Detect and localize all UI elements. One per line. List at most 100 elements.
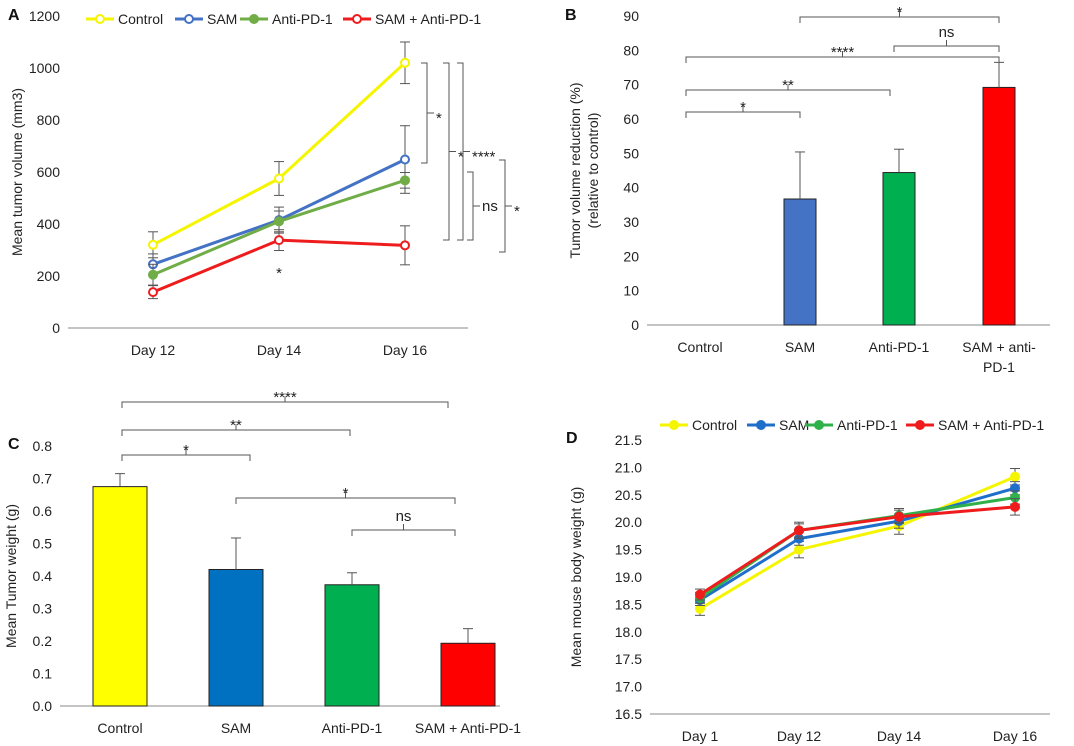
data-point [400,240,410,251]
data-point [148,239,158,250]
legend-marker [184,14,194,24]
legend-item: SAM [747,417,809,433]
x-tick-label: Day 16 [993,728,1038,744]
data-point [400,154,410,165]
series-line [699,496,1016,600]
chart-c-tumor-weight: 0.0 0.1 0.2 0.3 0.4 0.5 0.6 0.7 0.8 Control SAM Ant… [3,389,521,736]
series-sam [695,481,1020,606]
legend-item: Control [660,417,737,433]
y-tick-label: 60 [623,111,639,127]
chart-d-body-weight: 16.5 17.0 17.5 18.0 18.5 19.0 19.5 20.0 20.5 21.0… [566,417,1050,744]
y-tick-label: 200 [37,268,61,284]
legend-marker [249,14,259,24]
legend-item: Anti-PD-1 [240,11,333,27]
series-line [699,475,1016,611]
y-tick-label: 19.5 [615,542,642,558]
x-tick-label: SAM [221,720,251,736]
y-tick-label: 17.5 [615,651,642,667]
y-tick-label: 50 [623,145,639,161]
series-anti-pd-1 [148,172,410,286]
data-point [148,287,158,298]
x-tick-label: PD-1 [983,359,1015,375]
chart-b-tumor-reduction: 0 10 20 30 40 50 60 70 80 90 Control SAM Anti-PD-1 SA… [565,4,1050,375]
y-axis-title: Mean tumor volume (mm3) [9,88,25,256]
data-point [148,269,158,280]
series-control [695,467,1020,616]
y-tick-label: 20.0 [615,514,642,530]
significance-label: ** [230,417,242,434]
significance-bracket [421,62,428,164]
significance-label: * [276,265,282,282]
significance-bracket [467,171,474,241]
y-tick-label: 21.0 [615,459,642,475]
series-sam-anti-pd-1 [148,225,410,300]
y-tick-label: 18.0 [615,624,642,640]
y-tick-label: 20.5 [615,487,642,503]
data-point [274,235,284,246]
y-tick-label: 0.0 [33,698,53,714]
significance-label: **** [831,44,855,61]
x-tick-label: Day 16 [383,342,428,358]
legend-label: SAM + Anti-PD-1 [938,417,1044,433]
data-point [400,57,410,68]
panel-label: B [565,7,577,24]
legend-label: SAM [207,11,237,27]
y-axis-title: Mean mouse body weight (g) [568,487,584,668]
x-tick-label: SAM [785,339,815,355]
legend-label: SAM + Anti-PD-1 [375,11,481,27]
legend-marker [756,420,766,430]
legend-label: Control [692,417,737,433]
panel-label: D [566,430,578,447]
legend-label: Control [118,11,163,27]
significance-label: ns [396,508,412,525]
bar [208,569,264,707]
y-tick-label: 10 [623,283,639,299]
legend-item: SAM + Anti-PD-1 [343,11,481,27]
x-tick-label: Day 14 [257,342,302,358]
x-tick-label: SAM + anti- [962,339,1036,355]
y-tick-label: 0.2 [33,633,53,649]
significance-bracket [443,62,450,241]
x-tick-label: Control [97,720,142,736]
significance-label: * [458,149,464,166]
significance-label: ns [482,198,498,215]
significance-label: ns [939,24,955,41]
y-tick-label: 0.1 [33,666,53,682]
y-tick-label: 400 [37,216,61,232]
y-tick-label: 1200 [29,8,60,24]
significance-bracket [893,45,1000,52]
legend-label: SAM [779,417,809,433]
y-tick-label: 19.0 [615,569,642,585]
x-tick-label: Control [677,339,722,355]
data-point [400,175,410,186]
y-tick-label: 30 [623,214,639,230]
significance-label: **** [273,389,297,406]
significance-label: **** [472,149,496,166]
data-point [1010,471,1020,482]
significance-label: * [343,485,349,502]
x-tick-label: Anti-PD-1 [869,339,930,355]
x-tick-label: Day 14 [877,728,922,744]
significance-label: * [183,442,189,459]
bar [982,86,1016,326]
legend-label: Anti-PD-1 [837,417,898,433]
data-point [274,216,284,227]
y-tick-label: 0.3 [33,601,53,617]
y-tick-label: 70 [623,77,639,93]
significance-label: * [740,99,746,116]
data-point [794,544,804,555]
legend-marker [814,420,824,430]
x-tick-label: Day 12 [777,728,822,744]
y-tick-label: 40 [623,180,639,196]
x-tick-label: Anti-PD-1 [322,720,383,736]
y-tick-label: 80 [623,42,639,58]
series-anti-pd-1 [695,490,1020,604]
legend-item: Control [86,11,163,27]
significance-label: * [436,110,442,127]
data-point [894,511,904,522]
x-tick-label: SAM + Anti-PD-1 [415,720,521,736]
chart-a-tumor-volume: 0 200 400 600 800 1000 1200 Day 12 Day 14 Day 16 A… [8,7,520,358]
legend-marker [352,14,362,24]
y-tick-label: 16.5 [615,706,642,722]
